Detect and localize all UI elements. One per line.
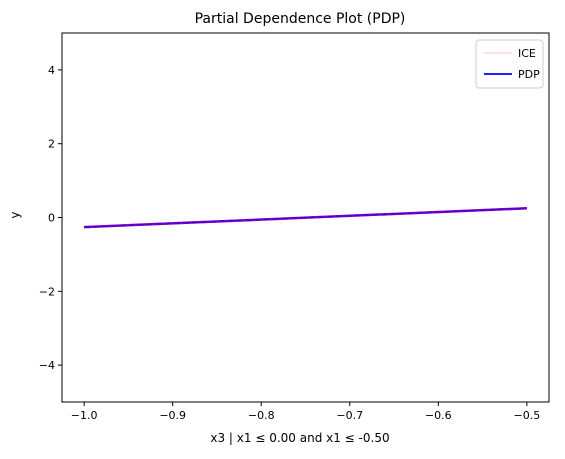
x-axis-label: x3 | x1 ≤ 0.00 and x1 ≤ -0.50 — [210, 431, 389, 445]
legend-label: ICE — [518, 47, 536, 60]
legend: ICE PDP — [475, 39, 544, 89]
y-tick-label: −4 — [39, 359, 55, 372]
x-tick-label: −0.8 — [248, 409, 275, 422]
legend-label: PDP — [518, 68, 540, 81]
chart-title: Partial Dependence Plot (PDP) — [195, 11, 406, 27]
x-tick-label: −0.7 — [336, 409, 363, 422]
pdp-line-highlight — [84, 207, 527, 228]
y-tick-label: 0 — [48, 212, 55, 225]
plot-area — [61, 32, 550, 403]
y-axis-ticks: −4 −2 0 2 4 — [39, 64, 62, 372]
y-tick-label: 2 — [48, 138, 55, 151]
x-tick-label: −1.0 — [71, 409, 98, 422]
x-tick-label: −0.6 — [425, 409, 452, 422]
y-tick-label: −2 — [39, 285, 55, 298]
y-axis-label: y — [8, 211, 22, 218]
x-tick-label: −0.9 — [159, 409, 186, 422]
y-tick-label: 4 — [48, 64, 55, 77]
x-axis-ticks: −1.0 −0.9 −0.8 −0.7 −0.6 −0.5 — [71, 402, 540, 422]
x-tick-label: −0.5 — [514, 409, 541, 422]
legend-box — [475, 39, 544, 89]
